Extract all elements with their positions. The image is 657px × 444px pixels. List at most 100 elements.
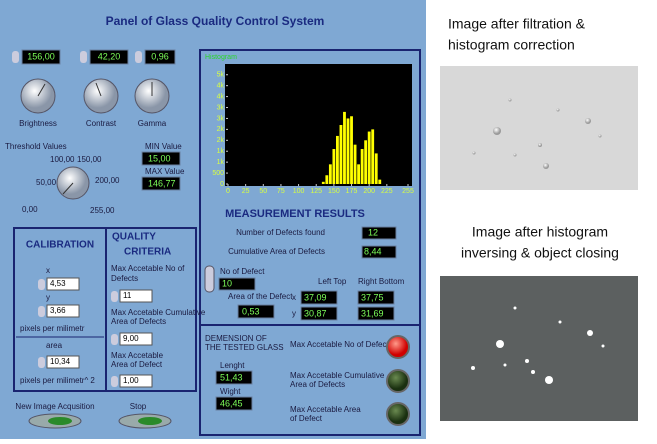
spot [557,109,560,112]
bar [371,129,374,184]
label: Max Accetable Cumulative [290,371,385,380]
spot [585,118,591,124]
section-title: CRITERIA [124,247,171,258]
stepper[interactable] [205,266,214,292]
spot [602,345,605,348]
y-tick-label: 2k [217,137,225,144]
label: No of Defect [220,267,265,276]
bar [343,112,346,184]
bar [350,116,353,184]
caption: inversing & object closing [461,245,619,261]
x-tick-label: 150 [328,188,340,195]
y-tick-label: 500 [212,170,224,177]
button-label: New Image Acqusition [15,402,94,411]
bar [340,125,343,184]
label: Max Accetable Area [290,405,361,414]
label: Right Bottom [358,277,405,286]
stepper[interactable] [38,279,45,290]
histogram-title: Histogram [205,54,237,61]
x-tick-label: 0 [226,188,230,195]
x-tick-label: 100 [293,188,305,195]
value: 4,53 [50,279,66,288]
x-tick-label: 75 [277,188,285,195]
stepper[interactable] [80,51,87,63]
bar [332,149,335,184]
image [440,276,638,421]
stepper[interactable] [111,334,118,345]
caption: Image after filtration & [448,16,586,32]
spot [493,127,501,135]
value: 37,09 [304,292,327,302]
spot [538,143,542,147]
value: 46,45 [220,398,243,408]
label: Cumulative Area of Defects [228,247,325,256]
bar [325,175,328,184]
stepper[interactable] [12,51,19,63]
value: 11 [123,291,132,300]
label: Wight [220,387,241,396]
stepper[interactable] [135,51,142,63]
label: of Defect [290,414,323,423]
section-title: MEASUREMENT RESULTS [225,208,365,220]
label: Number of Defects found [236,228,325,237]
label: y [292,309,296,318]
label: MIN Value [145,142,182,151]
label: Brightness [19,119,57,128]
label: Gamma [138,119,167,128]
button-label: Stop [130,402,147,411]
stepper[interactable] [111,376,118,387]
label: Max Accetable No of [111,264,185,273]
brightness-value: 156,00 [27,51,55,61]
gamma-value: 0,96 [151,51,169,61]
bar [354,145,357,184]
label: MAX Value [145,167,185,176]
spot [504,364,507,367]
caption: Image after histogram [472,224,608,240]
y-tick-label: 2k [217,126,225,133]
label: Threshold Values [5,142,67,151]
value: 9,00 [123,334,139,343]
value: 37,75 [361,292,384,302]
y-tick-label: 1k [217,159,225,166]
stepper[interactable] [38,357,45,368]
title: Panel of Glass Quality Control System [106,14,325,28]
bar [368,132,371,184]
label: DEMENSION OF [205,334,267,343]
led [387,403,409,425]
y-tick-label: 4k [217,83,225,90]
x-tick-label: 175 [346,188,358,195]
bar [375,153,378,184]
label: y [46,293,50,302]
value: 3,66 [50,306,66,315]
y-tick-label: 3k [217,104,225,111]
spot [587,330,593,336]
value: 30,87 [304,308,327,318]
label: THE TESTED GLASS [205,343,284,352]
bar [347,118,350,184]
value: 10 [222,278,232,288]
y-tick-label: 1k [217,148,225,155]
plot-area [225,64,412,186]
spot [543,163,549,169]
bar [378,180,381,184]
label: Defects [111,274,138,283]
label: Max Accetable No of Defects [290,340,393,349]
spot [514,154,517,157]
label: Area of Defects [290,380,345,389]
stepper[interactable] [38,306,45,317]
y-tick-label: 0 [220,181,224,188]
x-tick-label: 25 [242,188,250,195]
bar [322,182,325,184]
button-light [48,417,72,425]
stepper[interactable] [111,291,118,302]
label: Area of the Defect [228,292,293,301]
min-value: 15,00 [148,153,171,163]
contrast-value: 42,20 [98,51,121,61]
value: 10,34 [50,357,71,366]
spot [599,135,602,138]
value: 51,43 [220,372,243,382]
label: Area of Defects [111,317,166,326]
label: Max Accetable Cumulative [111,308,206,317]
scale-label: 50,00 [36,178,57,187]
value: 12 [368,227,378,237]
